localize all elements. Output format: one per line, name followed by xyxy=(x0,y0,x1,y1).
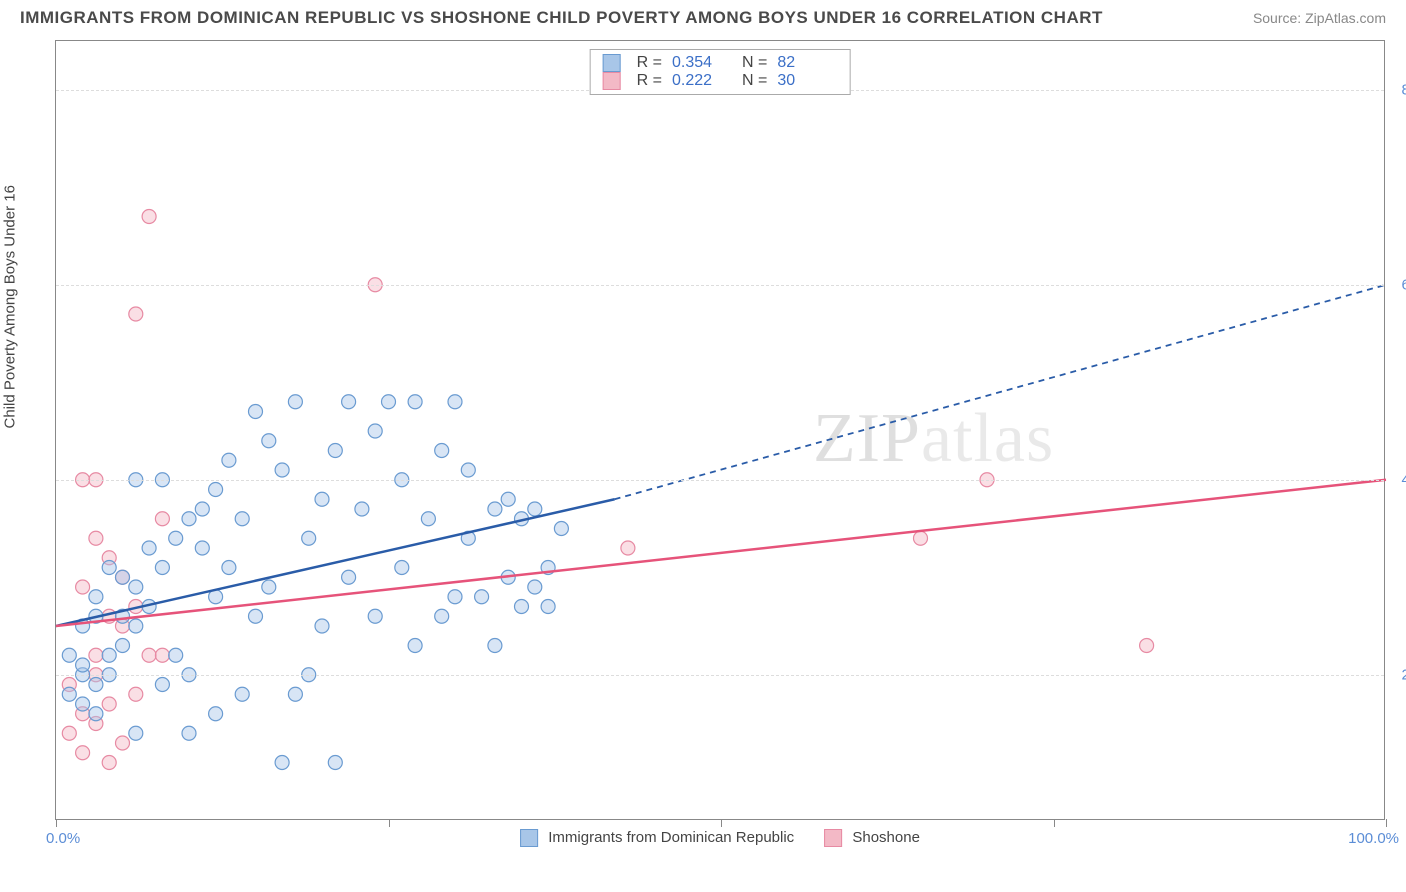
chart-title: IMMIGRANTS FROM DOMINICAN REPUBLIC VS SH… xyxy=(20,8,1103,28)
r-value: 0.222 xyxy=(672,72,732,90)
source-label: Source: ZipAtlas.com xyxy=(1253,10,1386,26)
legend-row-shoshone: R = 0.222 N = 30 xyxy=(603,72,838,90)
legend-item-dominican: Immigrants from Dominican Republic xyxy=(520,829,794,847)
legend-label: Shoshone xyxy=(852,829,920,846)
y-axis-label: Child Poverty Among Boys Under 16 xyxy=(2,185,19,428)
swatch-pink-icon xyxy=(603,72,621,90)
x-min-label: 0.0% xyxy=(46,830,80,847)
legend-label: Immigrants from Dominican Republic xyxy=(548,829,794,846)
n-value: 82 xyxy=(777,54,837,72)
r-value: 0.354 xyxy=(672,54,732,72)
swatch-blue-icon xyxy=(603,54,621,72)
y-tick-label: 60.0% xyxy=(1401,276,1406,293)
y-tick-label: 80.0% xyxy=(1401,81,1406,98)
y-tick-label: 20.0% xyxy=(1401,666,1406,683)
n-value: 30 xyxy=(777,72,837,90)
x-max-label: 100.0% xyxy=(1348,830,1399,847)
y-tick-label: 40.0% xyxy=(1401,471,1406,488)
legend-row-dominican: R = 0.354 N = 82 xyxy=(603,54,838,72)
correlation-legend: R = 0.354 N = 82 R = 0.222 N = 30 xyxy=(590,49,851,95)
swatch-blue-icon xyxy=(520,829,538,847)
legend-item-shoshone: Shoshone xyxy=(824,829,920,847)
series-legend: Immigrants from Dominican Republic Shosh… xyxy=(520,829,920,847)
scatter-plot xyxy=(56,41,1384,819)
chart-plot-area: R = 0.354 N = 82 R = 0.222 N = 30 ZIPatl… xyxy=(55,40,1385,820)
swatch-pink-icon xyxy=(824,829,842,847)
